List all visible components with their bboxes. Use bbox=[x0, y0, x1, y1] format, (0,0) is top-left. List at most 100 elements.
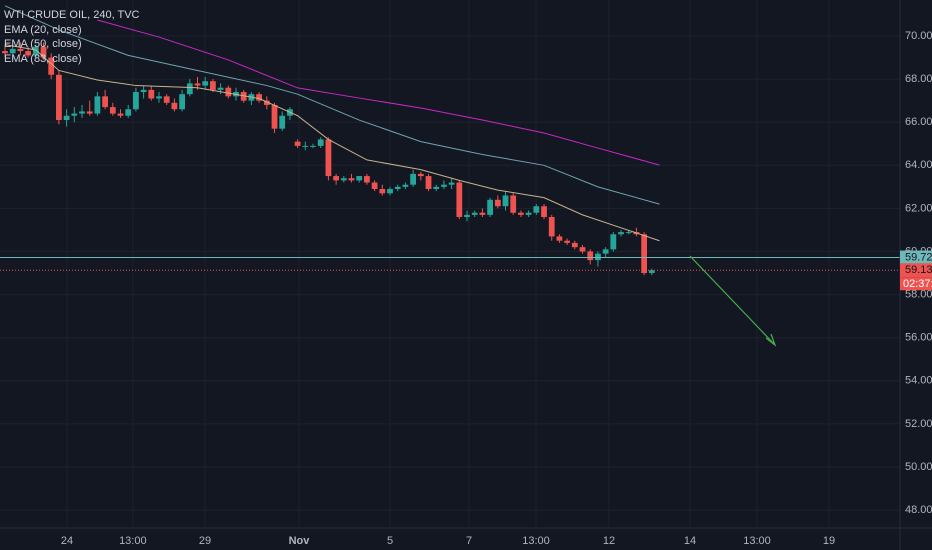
candle-body bbox=[441, 184, 447, 187]
candle-body bbox=[548, 217, 555, 237]
candle-body bbox=[340, 178, 347, 181]
candle-body bbox=[163, 96, 170, 103]
candle-body bbox=[602, 249, 609, 254]
candle-body bbox=[502, 195, 509, 207]
candle-body bbox=[487, 199, 494, 215]
candle-body bbox=[140, 89, 147, 93]
y-tick-label: 48.00 bbox=[905, 504, 932, 516]
candle-body bbox=[256, 94, 262, 101]
candle-body bbox=[356, 176, 363, 181]
y-tick-label: 50.00 bbox=[905, 461, 932, 473]
legend-symbol: WTI CRUDE OIL, 240, TVC bbox=[4, 9, 140, 21]
candle-body bbox=[364, 176, 370, 183]
candle-body bbox=[456, 182, 463, 218]
candle-body bbox=[533, 206, 540, 213]
candle-body bbox=[579, 247, 586, 252]
candle-body bbox=[171, 102, 178, 110]
candle-body bbox=[618, 232, 624, 235]
y-tick-label: 56.00 bbox=[905, 332, 932, 344]
candle-body bbox=[625, 232, 632, 234]
candle-body bbox=[587, 251, 594, 261]
candle-body bbox=[348, 178, 355, 181]
candle-body bbox=[371, 182, 378, 190]
grid bbox=[0, 0, 900, 528]
candle-body bbox=[9, 48, 16, 54]
candle-body bbox=[186, 83, 193, 95]
candle-body bbox=[125, 109, 132, 116]
candle-body bbox=[63, 115, 70, 121]
candle-body bbox=[156, 96, 162, 99]
candle-body bbox=[271, 104, 278, 129]
candle-body bbox=[210, 81, 216, 90]
y-tick-label: 62.00 bbox=[905, 202, 932, 214]
candle-body bbox=[379, 189, 386, 194]
x-tick-label: 13:00 bbox=[522, 535, 550, 547]
candle-body bbox=[263, 100, 270, 105]
countdown: 02:37:5 bbox=[903, 278, 932, 290]
x-tick-label: 19 bbox=[823, 535, 835, 547]
candle-body bbox=[94, 96, 101, 114]
candle-body bbox=[394, 186, 401, 190]
candle-body bbox=[417, 173, 424, 177]
candle-body bbox=[202, 81, 209, 86]
candle-body bbox=[387, 189, 393, 194]
candle-body bbox=[102, 96, 108, 108]
legend-entry: EMA (20, close) bbox=[4, 24, 82, 36]
x-tick-label: 14 bbox=[684, 535, 696, 547]
candle-body bbox=[217, 87, 224, 90]
candle-body bbox=[294, 141, 301, 146]
candle-body bbox=[240, 92, 247, 101]
y-tick-label: 52.00 bbox=[905, 418, 932, 430]
candle-body bbox=[464, 214, 470, 218]
candle-body bbox=[310, 145, 316, 147]
candle-body bbox=[479, 212, 486, 215]
candle-body bbox=[179, 94, 185, 110]
candle-body bbox=[595, 253, 601, 261]
candle-body bbox=[86, 111, 93, 114]
candle-body bbox=[25, 51, 31, 56]
candle-body bbox=[571, 242, 578, 248]
price-label: 59.72 bbox=[905, 251, 932, 263]
y-tick-label: 64.00 bbox=[905, 159, 932, 171]
ema-line bbox=[4, 5, 660, 205]
candle-body bbox=[494, 199, 501, 207]
candle-body bbox=[56, 74, 62, 121]
arrow-head bbox=[765, 333, 777, 347]
candle-body bbox=[325, 139, 332, 177]
x-tick-label: 24 bbox=[61, 535, 73, 547]
candle-body bbox=[17, 48, 24, 52]
candle-body bbox=[648, 270, 655, 274]
ema-line bbox=[97, 19, 660, 166]
candle-body bbox=[525, 212, 532, 215]
candle-body bbox=[40, 46, 47, 58]
legend: WTI CRUDE OIL, 240, TVC EMA (50, close) … bbox=[4, 9, 140, 65]
candle-body bbox=[541, 206, 547, 218]
candle-body bbox=[433, 186, 440, 190]
candle-body bbox=[518, 212, 524, 215]
candle-body bbox=[71, 113, 78, 116]
y-tick-label: 54.00 bbox=[905, 375, 932, 387]
candle-body bbox=[317, 139, 324, 146]
candle-body bbox=[610, 234, 617, 250]
candle-body bbox=[641, 234, 648, 274]
axes: 48.0050.0052.0054.0056.0058.0060.0062.00… bbox=[61, 30, 932, 547]
candle-body bbox=[133, 92, 139, 110]
candle-body bbox=[109, 107, 116, 114]
candle-body bbox=[410, 173, 417, 185]
price-label-bg bbox=[900, 263, 932, 278]
candle-body bbox=[448, 182, 455, 185]
price-label-bg bbox=[900, 250, 932, 265]
x-tick-label: 12 bbox=[603, 535, 615, 547]
candle-body bbox=[471, 212, 478, 215]
candle-body bbox=[2, 51, 8, 54]
x-tick-label: 13:00 bbox=[119, 535, 147, 547]
y-tick-label: 66.00 bbox=[905, 116, 932, 128]
x-tick-label: 7 bbox=[466, 535, 472, 547]
x-tick-label: 5 bbox=[387, 535, 393, 547]
candle-body bbox=[425, 176, 432, 190]
y-tick-label: 68.00 bbox=[905, 73, 932, 85]
candle-body bbox=[279, 115, 286, 129]
plot-area bbox=[0, 5, 900, 276]
candle-body bbox=[564, 240, 571, 243]
